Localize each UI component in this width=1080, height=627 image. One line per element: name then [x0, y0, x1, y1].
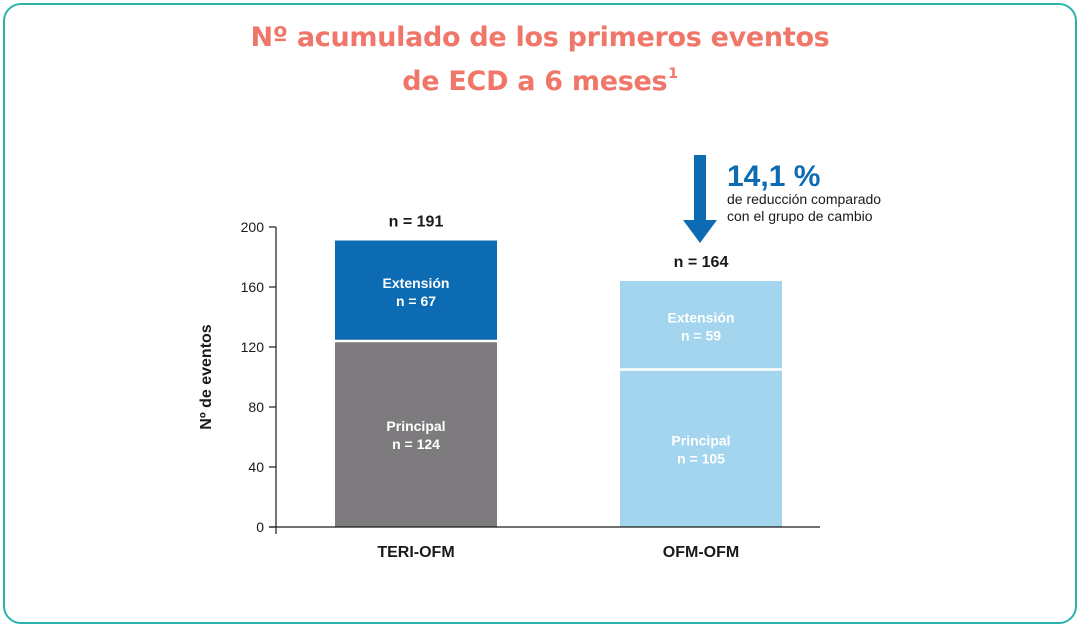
x-category-label: OFM-OFM: [663, 544, 739, 561]
bar-total-label: n = 164: [674, 254, 729, 271]
segment-label: Extensión: [668, 309, 735, 325]
segment-n-label: n = 105: [677, 450, 725, 466]
reduction-arrow-shaft: [694, 155, 706, 223]
segment-n-label: n = 124: [392, 436, 440, 452]
chart-frame: [3, 3, 1077, 624]
segment-label: Principal: [386, 418, 445, 434]
reduction-arrow-head: [683, 220, 717, 243]
y-tick-label: 0: [256, 519, 264, 535]
x-category-label: TERI-OFM: [377, 544, 454, 561]
chart-title-line-1: Nº acumulado de los primeros eventos: [250, 22, 830, 53]
y-tick-label: 120: [241, 339, 265, 355]
bar-segment-principal: [335, 341, 497, 527]
segment-n-label: n = 59: [681, 327, 721, 343]
title-footnote-marker: 1: [668, 66, 678, 82]
segment-label: Principal: [671, 432, 730, 448]
bar-total-label: n = 191: [389, 214, 444, 231]
y-axis-title: Nº de eventos: [198, 324, 215, 430]
segment-n-label: n = 67: [396, 293, 436, 309]
chart-title-line-2: de ECD a 6 meses1: [402, 66, 678, 97]
y-tick-label: 200: [241, 219, 265, 235]
reduction-note-line-1: de reducción comparado: [727, 191, 881, 207]
bar-segment-principal: [620, 369, 782, 527]
y-tick-label: 40: [248, 459, 264, 475]
segment-label: Extensión: [383, 275, 450, 291]
reduction-note-line-2: con el grupo de cambio: [727, 208, 873, 224]
reduction-percent: 14,1 %: [727, 160, 820, 193]
bar-segment-extensin: [620, 281, 782, 370]
y-tick-label: 80: [248, 399, 264, 415]
bar-segment-extensin: [335, 240, 497, 341]
y-tick-label: 160: [241, 279, 265, 295]
